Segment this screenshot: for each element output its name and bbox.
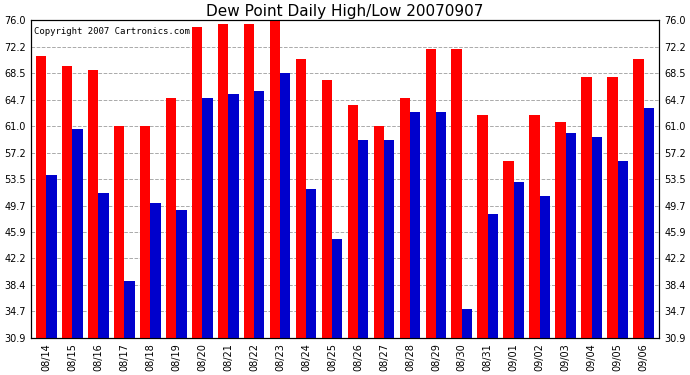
Bar xyxy=(504,161,514,338)
Bar xyxy=(72,129,83,338)
Bar xyxy=(451,48,462,338)
Bar xyxy=(555,123,566,338)
Bar xyxy=(477,116,488,338)
Bar xyxy=(280,73,290,338)
Bar xyxy=(410,112,420,338)
Bar xyxy=(150,204,161,338)
Bar xyxy=(514,182,524,338)
Bar xyxy=(114,126,124,338)
Bar xyxy=(62,66,72,338)
Bar xyxy=(348,105,358,338)
Bar xyxy=(436,112,446,338)
Bar xyxy=(373,126,384,338)
Bar xyxy=(488,214,498,338)
Bar xyxy=(633,59,644,338)
Bar xyxy=(140,126,150,338)
Bar xyxy=(88,70,98,338)
Bar xyxy=(529,116,540,338)
Bar xyxy=(270,20,280,338)
Bar xyxy=(358,140,368,338)
Bar xyxy=(202,98,213,338)
Bar xyxy=(254,91,264,338)
Bar xyxy=(607,76,618,338)
Bar xyxy=(244,24,254,338)
Bar xyxy=(322,80,332,338)
Bar xyxy=(46,175,57,338)
Bar xyxy=(124,281,135,338)
Bar xyxy=(192,27,202,338)
Bar xyxy=(36,56,46,338)
Bar xyxy=(644,108,654,338)
Title: Dew Point Daily High/Low 20070907: Dew Point Daily High/Low 20070907 xyxy=(206,4,484,19)
Bar xyxy=(228,94,239,338)
Bar xyxy=(306,189,317,338)
Bar xyxy=(426,48,436,338)
Bar xyxy=(332,238,342,338)
Bar xyxy=(218,24,228,338)
Bar xyxy=(566,133,576,338)
Bar xyxy=(581,76,592,338)
Text: Copyright 2007 Cartronics.com: Copyright 2007 Cartronics.com xyxy=(34,27,190,36)
Bar xyxy=(462,309,472,338)
Bar xyxy=(400,98,410,338)
Bar xyxy=(384,140,395,338)
Bar xyxy=(592,136,602,338)
Bar xyxy=(618,161,628,338)
Bar xyxy=(166,98,176,338)
Bar xyxy=(98,193,109,338)
Bar xyxy=(540,196,550,338)
Bar xyxy=(295,59,306,338)
Bar xyxy=(176,210,186,338)
